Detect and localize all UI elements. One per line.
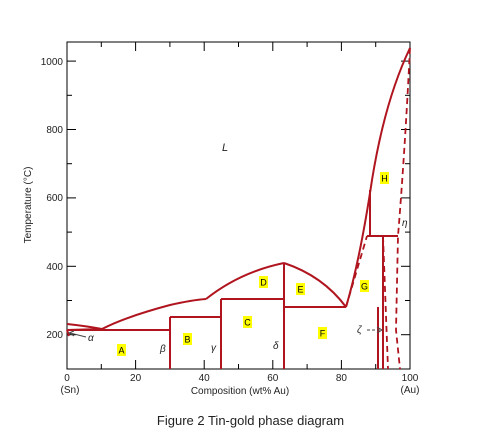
marker-h: H [381,174,388,184]
y-tick-400: 400 [46,262,63,273]
phase-labels: L α β γ δ ζ η [88,142,408,355]
marker-h-bg [380,172,389,184]
y-tick-200: 200 [46,330,63,341]
marker-c-bg [243,316,252,328]
marker-f: F [320,329,326,339]
label-liquid: L [222,142,228,154]
marker-d-bg [259,276,268,288]
eta-dashed [382,235,389,370]
marker-d: D [260,278,267,288]
y-tick-1000: 1000 [41,57,64,68]
marker-e: E [297,285,303,295]
alpha-arrow [67,330,87,338]
y-tick-600: 600 [46,193,63,204]
label-zeta: ζ [357,325,363,336]
label-eta: η [402,218,408,229]
plot-frame [66,41,411,370]
x-axis-title: Composition (wt% Au) [191,386,289,397]
x-tick-20: 20 [130,373,142,384]
marker-a-bg [117,344,126,356]
liquidus-dome-right [283,262,347,308]
x-tick-40: 40 [199,373,211,384]
y-axis-title: Temperature (°C) [23,167,34,244]
figure-caption: Figure 2 Tin-gold phase diagram [156,413,345,428]
marker-b-bg [183,333,192,345]
marker-f-bg [318,327,327,339]
y-tick-800: 800 [46,125,63,136]
label-gamma: γ [211,343,217,354]
dashed-boundaries [345,47,411,370]
au-solvus-dashed [395,47,411,370]
x-tick-100: 100 [402,373,419,384]
marker-g-bg [360,280,369,292]
liquidus-right [345,47,411,308]
tick-marks [67,42,410,369]
zeta-solvus-dashed [345,235,368,308]
label-beta: β [159,344,166,355]
phase-boundaries [66,47,411,369]
label-alpha: α [88,333,94,344]
x-tick-labels: 0 20 40 60 80 100 (Sn) (Au) [61,373,420,396]
zeta-arrow [367,326,383,334]
x-tick-80: 80 [336,373,348,384]
liquidus-mid [101,298,207,330]
marker-b: B [184,335,190,345]
marker-a: A [118,346,124,356]
x-end-label-sn: (Sn) [61,385,80,396]
label-delta: δ [273,341,279,352]
y-tick-labels: 200 400 600 800 1000 [41,57,64,341]
marker-e-bg [296,283,305,295]
alpha-solvus [66,328,103,337]
marker-g: G [361,282,368,292]
region-markers: A B C D E F G H [117,172,389,356]
x-tick-0: 0 [64,373,70,384]
liquidus-dome [205,262,285,300]
x-end-label-au: (Au) [401,385,420,396]
marker-c: C [244,318,251,328]
x-tick-60: 60 [267,373,279,384]
